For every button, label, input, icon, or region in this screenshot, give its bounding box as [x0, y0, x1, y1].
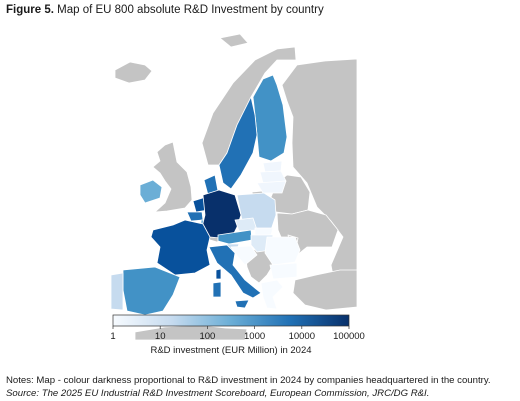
figure-title: Figure 5. Map of EU 800 absolute R&D Inv…: [6, 3, 324, 17]
sardinia: [212, 281, 222, 298]
corsica: [215, 268, 222, 280]
united-kingdom: [152, 141, 193, 213]
spain: [122, 266, 181, 316]
figure-notes: Notes: Map - colour darkness proportiona…: [6, 375, 491, 386]
colorbar-tick-label: 10: [155, 331, 166, 342]
turkey: [292, 269, 358, 311]
germany: [201, 189, 242, 240]
map-panel: 1 10 100 1000 10000 100000 R&D investment (EU…: [5, 25, 514, 371]
croatia: [230, 245, 258, 266]
colorbar-tick-label: 10000: [289, 331, 315, 342]
romania: [264, 236, 301, 266]
figure-label: Figure 5.: [6, 4, 54, 16]
colorbar-tick-label: 1: [110, 331, 115, 342]
colorbar-tick-label: 100: [199, 331, 215, 342]
north-africa: [134, 324, 248, 341]
portugal: [110, 272, 124, 311]
france: [150, 219, 211, 276]
austria: [217, 229, 253, 245]
finland: [252, 74, 288, 162]
colorbar-tick-label: 100000: [333, 331, 365, 342]
ireland: [139, 179, 163, 204]
eu-map: 1 10 100 1000 10000 100000 R&D investment (EU…: [110, 33, 365, 356]
iceland: [114, 61, 153, 84]
figure-source: Source: The 2025 EU Industrial R&D Inves…: [6, 388, 430, 399]
colorbar: 1 10 100 1000 10000 100000 R&D investment (EU…: [110, 314, 365, 356]
figure-title-text: Map of EU 800 absolute R&D Investment by…: [57, 4, 324, 16]
sicily: [234, 299, 250, 309]
sweden: [218, 96, 258, 190]
colorbar-ticks: 1 10 100 1000 10000 100000: [110, 326, 365, 342]
greece: [260, 279, 284, 310]
estonia: [262, 160, 283, 173]
belgium: [186, 211, 204, 222]
colorbar-scale: [112, 314, 350, 327]
colorbar-label: R&D investment (EUR Million) in 2024: [150, 345, 311, 356]
czechia: [234, 217, 258, 232]
svalbard: [219, 33, 249, 48]
lithuania: [256, 180, 287, 194]
colorbar-tick-label: 1000: [244, 331, 265, 342]
italy: [208, 244, 262, 299]
bulgaria: [269, 262, 298, 280]
